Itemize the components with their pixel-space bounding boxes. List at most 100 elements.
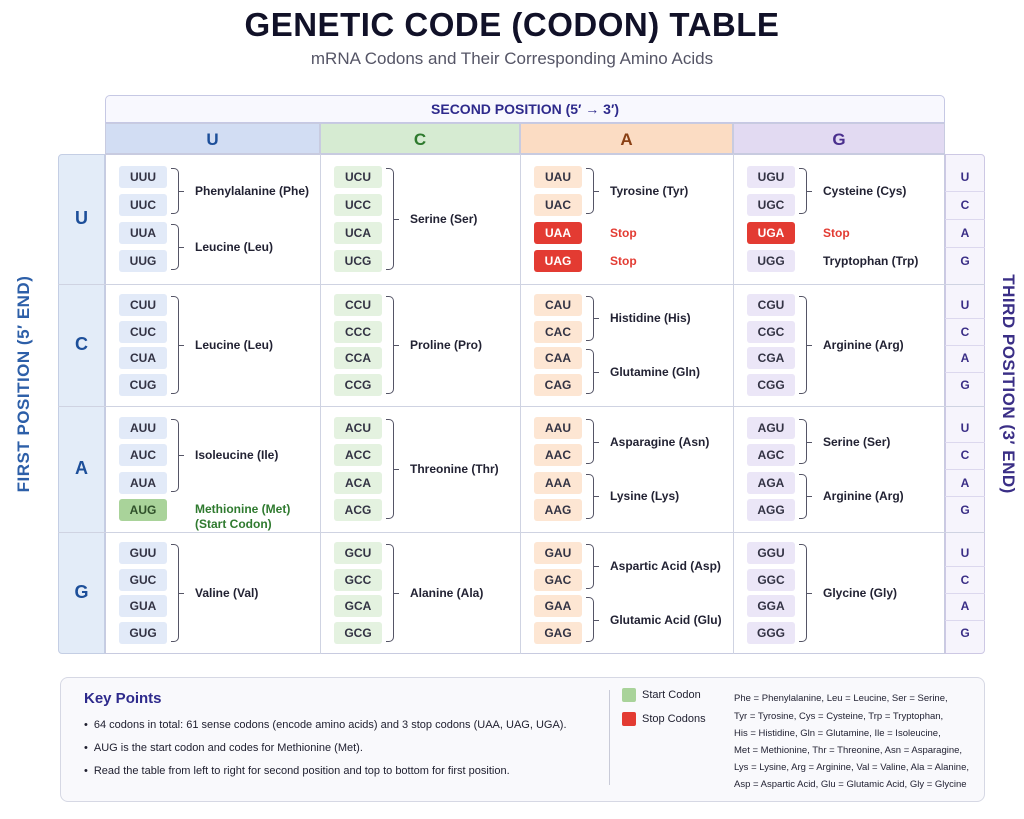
codon-acg[interactable]: ACG xyxy=(334,499,382,522)
codon-gcu[interactable]: GCU xyxy=(334,542,382,565)
third-position-letter-g: G xyxy=(960,625,970,640)
codon-uca[interactable]: UCA xyxy=(334,222,382,245)
page-title: GENETIC CODE (CODON) TABLE xyxy=(244,6,780,43)
amino-acid-label: Stop xyxy=(610,254,637,269)
codon-acu[interactable]: ACU xyxy=(334,416,382,439)
amino-acid-label: Glutamic Acid (Glu) xyxy=(610,612,722,627)
codon-group-bracket xyxy=(799,296,812,394)
codon-ccc[interactable]: CCC xyxy=(334,320,382,343)
codon-group-bracket xyxy=(799,473,812,520)
codon-uuu[interactable]: UUU xyxy=(119,165,167,188)
amino-acid-label: Serine (Ser) xyxy=(410,212,478,226)
third-position-letter-a: A xyxy=(960,226,970,241)
amino-acid-label: Asparagine (Asn) xyxy=(610,434,710,449)
codon-group-bracket xyxy=(799,418,812,465)
codon-cug[interactable]: CUG xyxy=(119,373,167,396)
codon-gcc[interactable]: GCC xyxy=(334,568,382,591)
codon-guc[interactable]: GUC xyxy=(119,568,167,591)
codon-ugg[interactable]: UGG xyxy=(747,250,795,273)
codon-aag[interactable]: AAG xyxy=(534,499,582,522)
third-position-divider xyxy=(945,247,985,249)
codon-auc[interactable]: AUC xyxy=(119,444,167,467)
codon-ggc[interactable]: GGC xyxy=(747,568,795,591)
codon-ggg[interactable]: GGG xyxy=(747,621,795,644)
codon-agg[interactable]: AGG xyxy=(747,499,795,522)
abbreviation-line: Tyr = Tyrosine, Cys = Cysteine, Trp = Tr… xyxy=(734,711,944,722)
codon-cua[interactable]: CUA xyxy=(119,347,167,370)
amino-acid-label: Glutamine (Gln) xyxy=(610,364,700,379)
amino-acid-label: Arginine (Arg) xyxy=(823,338,904,352)
codon-aug[interactable]: AUG xyxy=(119,499,167,522)
codon-ggu[interactable]: GGU xyxy=(747,542,795,565)
codon-gaa[interactable]: GAA xyxy=(534,595,582,618)
codon-gau[interactable]: GAU xyxy=(534,542,582,565)
codon-cau[interactable]: CAU xyxy=(534,294,582,317)
codon-ugc[interactable]: UGC xyxy=(747,193,795,216)
column-header-g: G xyxy=(733,123,945,154)
codon-aau[interactable]: AAU xyxy=(534,416,582,439)
codon-guu[interactable]: GUU xyxy=(119,542,167,565)
third-position-letter-u: U xyxy=(960,546,970,561)
abbreviation-line: His = Histidine, Gln = Glutamine, Ile = … xyxy=(734,728,941,739)
amino-acid-label: Proline (Pro) xyxy=(410,338,483,352)
codon-cca[interactable]: CCA xyxy=(334,347,382,370)
codon-uac[interactable]: UAC xyxy=(534,193,582,216)
key-divider xyxy=(609,690,610,785)
codon-aac[interactable]: AAC xyxy=(534,444,582,467)
codon-cgu[interactable]: CGU xyxy=(747,294,795,317)
codon-uau[interactable]: UAU xyxy=(534,165,582,188)
third-position-letter-u: U xyxy=(960,169,970,184)
codon-gca[interactable]: GCA xyxy=(334,595,382,618)
codon-auu[interactable]: AUU xyxy=(119,416,167,439)
codon-cuc[interactable]: CUC xyxy=(119,320,167,343)
codon-cuu[interactable]: CUU xyxy=(119,294,167,317)
codon-ucc[interactable]: UCC xyxy=(334,193,382,216)
amino-acid-label: Methionine (Met) (Start Codon) xyxy=(195,502,290,532)
codon-caa[interactable]: CAA xyxy=(534,347,582,370)
codon-agc[interactable]: AGC xyxy=(747,444,795,467)
column-divider xyxy=(520,154,521,654)
codon-ccu[interactable]: CCU xyxy=(334,294,382,317)
codon-group-bracket xyxy=(799,544,812,642)
codon-gcg[interactable]: GCG xyxy=(334,621,382,644)
key-point-item: Read the table from left to right for se… xyxy=(84,765,510,777)
codon-group-bracket xyxy=(386,418,399,520)
third-position-divider xyxy=(945,441,985,443)
codon-cga[interactable]: CGA xyxy=(747,347,795,370)
key-point-item: AUG is the start codon and codes for Met… xyxy=(84,742,363,754)
codon-uag[interactable]: UAG xyxy=(534,250,582,273)
codon-uua[interactable]: UUA xyxy=(119,222,167,245)
abbreviation-line: Asp = Aspartic Acid, Glu = Glutamic Acid… xyxy=(734,779,967,790)
codon-uuc[interactable]: UUC xyxy=(119,193,167,216)
codon-gug[interactable]: GUG xyxy=(119,621,167,644)
codon-uga[interactable]: UGA xyxy=(747,222,795,245)
start-codon-note: (Start Codon) xyxy=(195,517,272,532)
codon-group-bracket xyxy=(386,296,399,394)
key-points-panel xyxy=(60,677,985,802)
codon-agu[interactable]: AGU xyxy=(747,416,795,439)
codon-ucg[interactable]: UCG xyxy=(334,250,382,273)
codon-cag[interactable]: CAG xyxy=(534,373,582,396)
row-header-a: A xyxy=(75,458,88,478)
codon-group-bracket xyxy=(171,167,184,214)
codon-ccg[interactable]: CCG xyxy=(334,373,382,396)
codon-gag[interactable]: GAG xyxy=(534,621,582,644)
codon-uaa[interactable]: UAA xyxy=(534,222,582,245)
codon-gac[interactable]: GAC xyxy=(534,568,582,591)
codon-cac[interactable]: CAC xyxy=(534,320,582,343)
first-position-label: FIRST POSITION (5′ END) xyxy=(14,275,33,493)
codon-gua[interactable]: GUA xyxy=(119,595,167,618)
first-position-label-wrap: FIRST POSITION (5′ END) xyxy=(14,276,33,493)
codon-gga[interactable]: GGA xyxy=(747,595,795,618)
codon-ucu[interactable]: UCU xyxy=(334,165,382,188)
codon-aga[interactable]: AGA xyxy=(747,471,795,494)
codon-cgg[interactable]: CGG xyxy=(747,373,795,396)
codon-aaa[interactable]: AAA xyxy=(534,471,582,494)
codon-acc[interactable]: ACC xyxy=(334,444,382,467)
codon-ugu[interactable]: UGU xyxy=(747,165,795,188)
third-position-letter-c: C xyxy=(960,324,970,339)
codon-uug[interactable]: UUG xyxy=(119,250,167,273)
codon-aca[interactable]: ACA xyxy=(334,471,382,494)
codon-aua[interactable]: AUA xyxy=(119,471,167,494)
codon-cgc[interactable]: CGC xyxy=(747,320,795,343)
